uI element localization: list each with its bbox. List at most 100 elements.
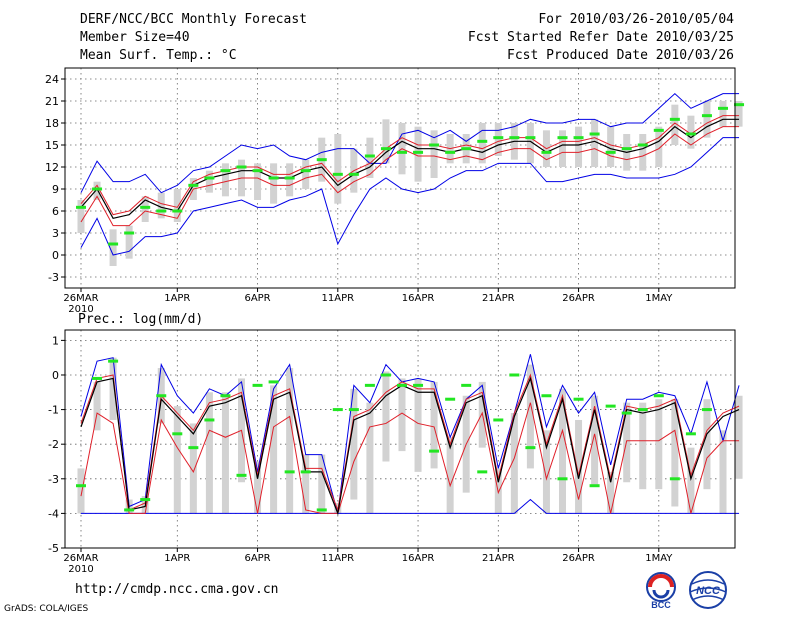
temp-range-box — [157, 192, 165, 219]
precip-ytick-label: -4 — [48, 507, 59, 520]
precip-xtick-label: 1MAY — [645, 553, 673, 564]
precip-range-box — [221, 392, 229, 514]
precip-range-box — [366, 402, 374, 514]
precip-upper-line — [80, 354, 740, 514]
temp-range-box — [430, 130, 438, 178]
temp-range-box — [270, 163, 278, 204]
temp-ytick-label: 12 — [45, 161, 59, 174]
temp-range-box — [575, 126, 583, 167]
precip-range-box — [254, 461, 262, 514]
temp-spread-low-line — [80, 126, 740, 227]
precip-range-box — [350, 388, 358, 500]
temp-range-box — [494, 123, 502, 156]
temp-range-box — [478, 123, 486, 164]
ncc-logo: NCC — [689, 571, 727, 609]
temp-range-box — [671, 104, 679, 145]
temp-range-box — [125, 225, 133, 259]
temp-range-box — [366, 137, 374, 178]
chart-title: DERF/NCC/BCC Monthly Forecast — [80, 12, 307, 27]
precip-xtick-label: 16APR — [402, 553, 435, 564]
precip-ytick-label: -1 — [48, 404, 59, 417]
precip-mean-line — [80, 376, 740, 516]
precip-xtick-label: 26MAR — [63, 553, 98, 564]
bcc-logo-text: BCC — [651, 600, 671, 610]
temp-xtick-label: 16APR — [402, 293, 435, 304]
temp-range-box — [205, 170, 213, 193]
temp-ytick-label: 0 — [52, 249, 59, 262]
precip-range-box — [719, 430, 727, 514]
precip-spread-high-line — [80, 373, 740, 512]
temp-range-box — [382, 119, 390, 164]
temp-xtick-label: 1APR — [164, 293, 190, 304]
temp-xtick-label: 11APR — [322, 293, 355, 304]
temp-range-box — [334, 134, 342, 204]
temp-range-box — [141, 196, 149, 222]
precip-ytick-label: -5 — [48, 542, 59, 555]
temp-lower-line — [80, 137, 740, 256]
precip-range-box — [189, 423, 197, 514]
forecast-period-label: For 2010/03/26-2010/05/04 — [538, 12, 734, 27]
temp-range-box — [173, 189, 181, 222]
precip-range-box — [93, 381, 101, 431]
precip-spread-low-line — [80, 402, 740, 514]
precip-range-box — [318, 454, 326, 514]
grads-credit: GrADS: COLA/IGES — [4, 604, 89, 614]
precip-ytick-label: 0 — [52, 369, 59, 382]
precip-range-box — [591, 395, 599, 486]
precip-range-box — [671, 399, 679, 507]
temp-range-box — [703, 101, 711, 138]
precip-xtick-label: 26APR — [562, 553, 595, 564]
precip-range-box — [414, 378, 422, 472]
precip-ytick-label: 1 — [52, 334, 59, 347]
precip-range-box — [510, 413, 518, 514]
precip-range-box — [286, 368, 294, 514]
temp-xtick-label: 26APR — [562, 293, 595, 304]
temp-xtick-label: 21APR — [482, 293, 515, 304]
temp-range-box — [735, 101, 743, 127]
precip-year-label: 2010 — [68, 564, 93, 575]
precip-range-box — [270, 385, 278, 514]
temp-ytick-label: 18 — [45, 117, 59, 130]
temp-year-label: 2010 — [68, 304, 93, 315]
precip-xtick-label: 11APR — [322, 553, 355, 564]
precip-range-box — [205, 392, 213, 514]
temp-ytick-label: 15 — [45, 139, 59, 152]
temp-range-box — [559, 130, 566, 167]
precip-range-box — [77, 468, 85, 514]
temp-range-box — [687, 115, 695, 149]
source-url[interactable]: http://cmdp.ncc.cma.gov.cn — [75, 582, 279, 597]
temp-range-box — [526, 123, 534, 164]
temp-ytick-label: 6 — [52, 205, 59, 218]
precip-range-box — [109, 357, 117, 420]
precip-range-box — [430, 381, 438, 469]
temp-range-box — [591, 119, 599, 167]
temp-ytick-label: 3 — [52, 227, 59, 240]
temp-range-box — [639, 134, 647, 171]
precip-xtick-label: 1APR — [164, 553, 190, 564]
precip-xtick-label: 6APR — [244, 553, 270, 564]
fcst-started-label: Fcst Started Refer Date 2010/03/25 — [467, 30, 734, 45]
temp-range-box — [77, 200, 85, 233]
temp-mean-line — [80, 118, 740, 220]
temp-panel: -3 0 3 6 9 12 15 18 21 24 26MAR 1APR 6APR 11APR 16APR 2… — [45, 67, 745, 315]
temp-xtick-label: 26MAR — [63, 293, 98, 304]
temp-ytick-label: 9 — [52, 183, 59, 196]
temp-frame — [64, 67, 736, 289]
precip-frame — [64, 329, 736, 549]
temp-range-box — [655, 126, 663, 167]
temp-range-box — [414, 126, 422, 182]
precip-range-box — [173, 406, 181, 514]
temp-range-box — [607, 126, 615, 167]
temp-range-box — [254, 163, 262, 200]
temp-xtick-label: 6APR — [244, 293, 270, 304]
variable-label: Mean Surf. Temp.: °C — [80, 48, 237, 63]
precip-xtick-label: 21APR — [482, 553, 515, 564]
temp-range-box — [109, 229, 117, 266]
precip-range-box — [607, 471, 615, 514]
precip-range-box — [703, 399, 711, 490]
temp-ytick-label: 24 — [45, 73, 59, 86]
precip-range-box — [446, 437, 454, 514]
temp-range-box — [286, 163, 294, 197]
precip-panel-title: Prec.: log(mm/d) — [78, 312, 203, 327]
